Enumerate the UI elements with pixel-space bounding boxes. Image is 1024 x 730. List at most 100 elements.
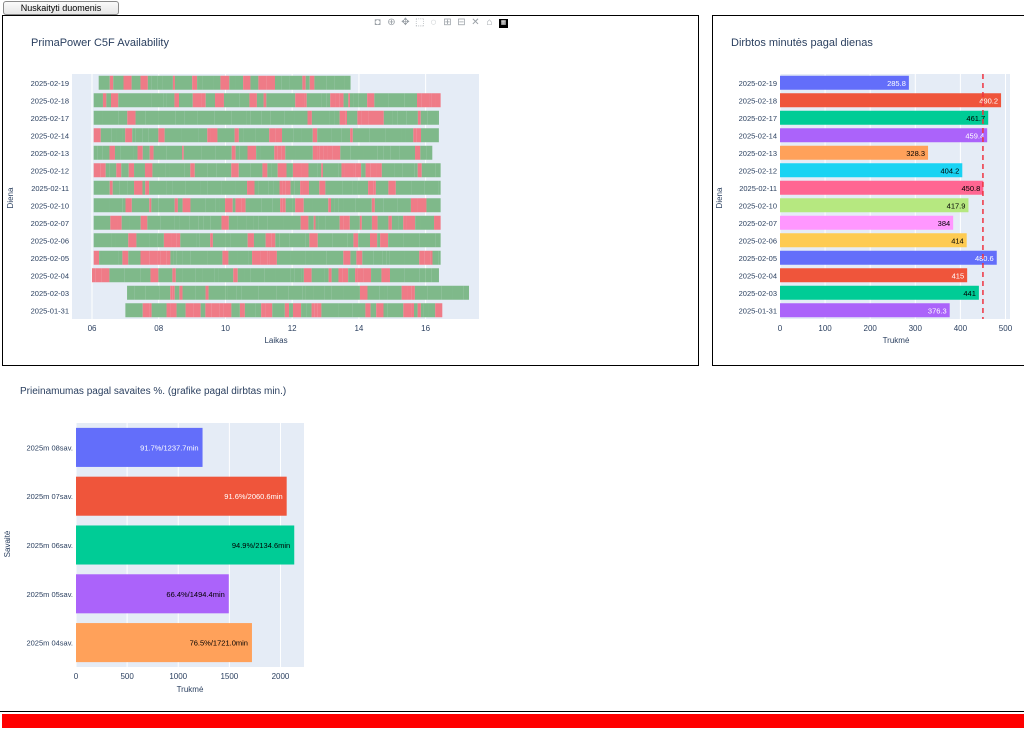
gantt-segment-run [383, 303, 388, 318]
daily-y-tick-label: 2025-02-11 [739, 184, 777, 193]
gantt-segment-stop [353, 233, 359, 248]
gantt-segment-run [93, 198, 110, 213]
gantt-segment-stop [260, 250, 268, 265]
gantt-segment-stop [300, 180, 303, 195]
gantt-segment-stop [93, 250, 100, 265]
gantt-segment-stop [170, 303, 177, 318]
gantt-segment-run [93, 215, 111, 230]
gantt-segment-stop [171, 233, 177, 248]
gantt-segment-stop [376, 303, 384, 318]
gantt-segment-run [347, 233, 354, 248]
gantt-segment-stop [419, 250, 425, 265]
gantt-segment-run [266, 93, 280, 108]
gantt-segment-run [283, 215, 301, 230]
gantt-segment-run [406, 110, 418, 125]
daily-bar [780, 110, 989, 125]
gantt-segment-run [334, 75, 345, 90]
gantt-segment-run [121, 163, 129, 178]
gantt-segment-run [207, 250, 223, 265]
box-select-icon[interactable]: ⬚ [415, 17, 425, 28]
gantt-segment-run [390, 145, 400, 160]
gantt-segment-stop [149, 250, 158, 265]
gantt-segment-stop [304, 93, 307, 108]
gantt-segment-run [176, 303, 186, 318]
gantt-segment-run [102, 145, 110, 160]
pan-icon[interactable]: ✥ [401, 17, 410, 28]
gantt-segment-stop [101, 268, 110, 283]
weekly-y-tick-label: 2025m 07sav. [26, 492, 73, 501]
gantt-segment-stop [158, 128, 165, 143]
gantt-segment-stop [323, 145, 328, 160]
camera-icon[interactable]: ◘ [374, 17, 381, 28]
gantt-segment-run [415, 215, 421, 230]
gantt-row-2025-02-13 [93, 145, 433, 160]
weekly-availability-chart: Prieinamumas pagal savaites %. (grafike … [3, 386, 304, 694]
gantt-segment-run [215, 198, 220, 213]
gantt-segment-run [452, 285, 464, 300]
weekly-bar [76, 623, 252, 663]
gantt-segment-run [255, 303, 262, 318]
gantt-segment-run [268, 180, 274, 195]
gantt-segment-run [377, 233, 381, 248]
gantt-segment-run [286, 163, 293, 178]
gantt-segment-stop [282, 180, 286, 195]
gantt-segment-run [261, 110, 271, 125]
gantt-segment-run [145, 285, 160, 300]
gantt-segment-run [153, 145, 167, 160]
gantt-x-tick-label: 10 [221, 324, 230, 333]
gantt-segment-run [326, 75, 335, 90]
gantt-segment-stop [243, 75, 251, 90]
gantt-segment-run [311, 110, 330, 125]
daily-title: Dirbtos minutės pagal dienas [731, 37, 873, 49]
zoom-icon[interactable]: ⊕ [387, 17, 396, 28]
gantt-segment-run [295, 145, 313, 160]
daily-y-tick-label: 2025-02-13 [739, 149, 777, 158]
gantt-segment-stop [415, 145, 421, 160]
gantt-segment-run [218, 268, 234, 283]
gantt-segment-run [157, 233, 164, 248]
weekly-y-tick-label: 2025m 06sav. [26, 541, 73, 550]
gantt-segment-run [395, 180, 412, 195]
zoom-out-icon[interactable]: ⊟ [457, 17, 466, 28]
gantt-segment-stop [145, 180, 150, 195]
gantt-y-tick-label: 2025-02-05 [31, 254, 69, 263]
gantt-segment-stop [417, 163, 422, 178]
gantt-segment-run [175, 110, 185, 125]
autoscale-icon[interactable]: ✕ [471, 17, 480, 28]
gantt-segment-stop [160, 250, 167, 265]
gantt-segment-stop [338, 268, 343, 283]
gantt-x-tick-label: 16 [421, 324, 430, 333]
gantt-segment-stop [140, 250, 150, 265]
gantt-segment-run [343, 198, 356, 213]
weekly-bar [76, 476, 287, 516]
gantt-segment-run [317, 233, 333, 248]
gantt-segment-run [207, 180, 222, 195]
gantt-segment-stop [435, 303, 443, 318]
gantt-segment-run [435, 233, 441, 248]
gantt-segment-run [134, 163, 145, 178]
gantt-segment-run [158, 268, 173, 283]
zoom-in-icon[interactable]: ⊞ [443, 17, 452, 28]
lasso-icon[interactable]: ◌ [430, 17, 437, 28]
gantt-segment-stop [312, 128, 318, 143]
gantt-segment-run [121, 215, 130, 230]
gantt-segment-stop [371, 215, 378, 230]
gantt-segment-run [438, 180, 441, 195]
daily-bar-label: 285.8 [887, 79, 906, 88]
gantt-segment-stop [309, 75, 315, 90]
gantt-segment-run [383, 145, 391, 160]
home-icon[interactable]: ⌂ [486, 17, 493, 28]
gantt-segment-stop [174, 198, 178, 213]
gantt-segment-run [135, 110, 146, 125]
gantt-segment-run [228, 250, 238, 265]
gantt-segment-run [308, 180, 320, 195]
gantt-row-2025-01-31 [125, 303, 443, 318]
gantt-segment-run [174, 75, 193, 90]
load-data-button[interactable]: Nuskaityti duomenis [3, 1, 119, 15]
gantt-segment-run [419, 268, 426, 283]
gantt-segment-stop [277, 163, 287, 178]
gantt-segment-run [358, 93, 368, 108]
gantt-segment-stop [292, 303, 302, 318]
plotly-logo-icon[interactable]: ▦ [499, 18, 508, 28]
gantt-segment-stop [353, 163, 356, 178]
